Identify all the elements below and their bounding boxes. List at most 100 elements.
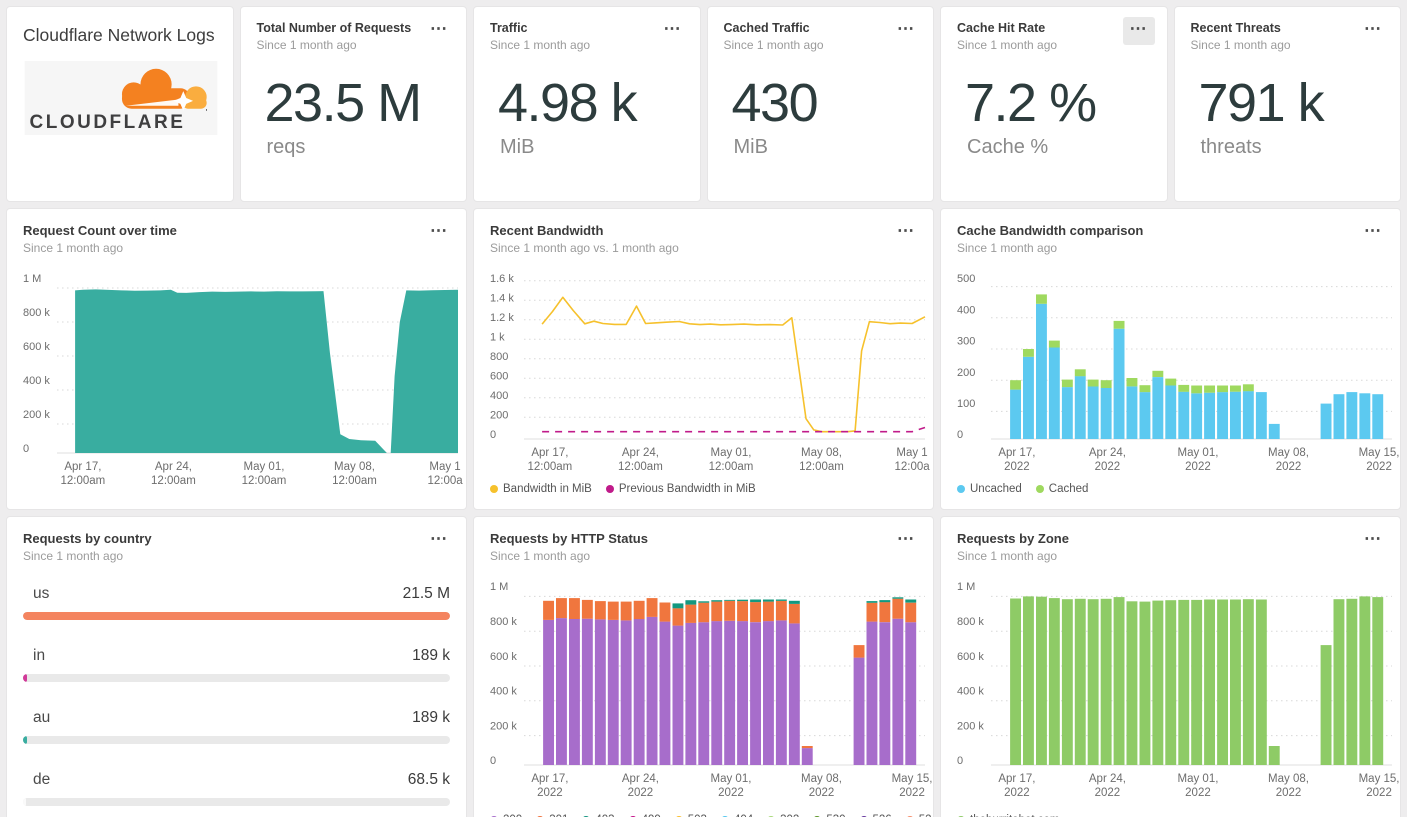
legend-item[interactable]: Bandwidth in MiB (490, 483, 592, 495)
panel-subtitle: Since 1 month ago (957, 549, 1058, 563)
stat-card-recent-threats: Recent Threats Since 1 month ago ⋯ 791 k… (1173, 6, 1401, 202)
svg-text:0: 0 (957, 755, 963, 767)
svg-text:400 k: 400 k (23, 375, 50, 387)
panel-requests-by-country: Requests by country Since 1 month ago ⋯ … (6, 516, 467, 817)
country-label: au (33, 709, 51, 726)
country-bar-track (23, 674, 450, 682)
svg-text:600 k: 600 k (23, 341, 50, 353)
svg-text:May 1: May 1 (429, 461, 460, 473)
legend-dot-icon (1035, 485, 1044, 493)
country-row[interactable]: au 189 k (23, 709, 450, 744)
card-subtitle: Since 1 month ago (957, 38, 1058, 52)
card-menu-button[interactable]: ⋯ (663, 19, 682, 38)
svg-text:2022: 2022 (1185, 461, 1211, 473)
card-menu-button[interactable]: ⋯ (430, 19, 448, 38)
svg-text:Apr 24,: Apr 24, (622, 447, 659, 459)
svg-text:200: 200 (490, 410, 508, 422)
svg-text:May 01,: May 01, (711, 773, 752, 785)
panel-subtitle: Since 1 month ago (490, 549, 591, 563)
legend-label: 200 (503, 814, 522, 817)
svg-text:800 k: 800 k (23, 307, 50, 319)
legend-label: 403 (595, 814, 614, 817)
svg-text:2022: 2022 (1004, 787, 1030, 799)
stat-row: Cloudflare Network Logs CLOUDFLARE ' (6, 6, 1401, 202)
svg-text:2022: 2022 (537, 787, 563, 799)
legend-item[interactable]: Previous Bandwidth in MiB (605, 483, 756, 495)
stat-value: 791 k (1198, 73, 1325, 133)
panel-menu-button[interactable]: ⋯ (1364, 529, 1382, 548)
legend-label: 524 (919, 814, 933, 817)
svg-text:May 08,: May 08, (1268, 447, 1309, 459)
stat-value: 23.5 M (264, 73, 423, 133)
panel-menu-button[interactable]: ⋯ (1364, 221, 1382, 240)
panel-cache-bandwidth: Cache Bandwidth comparison Since 1 month… (940, 208, 1401, 510)
panel-menu-button[interactable]: ⋯ (897, 529, 915, 548)
cache-bandwidth-chart[interactable]: 500 400 300 200 100 0 Apr 17, 2022 Apr 24, 2022 Ma… (957, 265, 1400, 475)
svg-text:12:00am: 12:00am (60, 475, 105, 487)
svg-text:600: 600 (490, 371, 508, 383)
svg-text:2022: 2022 (809, 787, 835, 799)
country-bar-track (23, 736, 450, 744)
panel-title: Requests by country (23, 531, 152, 546)
svg-text:1.6 k: 1.6 k (490, 273, 514, 285)
svg-text:12:00am: 12:00am (242, 475, 287, 487)
chart-row-2: Requests by country Since 1 month ago ⋯ … (6, 516, 1401, 817)
stat-unit: reqs (266, 136, 306, 158)
country-bar-fill (23, 798, 26, 806)
card-title: Recent Threats (1190, 21, 1281, 35)
panel-title: Requests by Zone (957, 531, 1069, 546)
country-row[interactable]: us 21.5 M (23, 585, 450, 620)
svg-text:May 08,: May 08, (334, 461, 375, 473)
country-value: 21.5 M (402, 585, 450, 602)
legend-item[interactable]: Cached (1035, 483, 1088, 495)
panel-menu-button[interactable]: ⋯ (430, 221, 448, 240)
dashboard-title: Cloudflare Network Logs (23, 25, 215, 45)
panel-title: Requests by HTTP Status (490, 531, 648, 546)
svg-text:1 M: 1 M (23, 273, 41, 285)
svg-text:May 1: May 1 (896, 447, 927, 459)
country-row[interactable]: de 68.5 k (23, 771, 450, 806)
svg-text:2022: 2022 (628, 787, 654, 799)
panel-menu-button[interactable]: ⋯ (897, 221, 915, 240)
card-menu-button[interactable]: ⋯ (1364, 19, 1382, 38)
legend-dot-icon (957, 485, 965, 493)
panel-subtitle: Since 1 month ago (957, 241, 1058, 255)
country-bar-track (23, 798, 450, 806)
card-subtitle: Since 1 month ago (1190, 38, 1291, 52)
svg-text:2022: 2022 (1095, 461, 1121, 473)
svg-text:Apr 17,: Apr 17, (531, 447, 568, 459)
svg-text:2022: 2022 (1276, 461, 1302, 473)
panel-requests-by-http-status: Requests by HTTP Status Since 1 month ag… (473, 516, 934, 817)
svg-text:400 k: 400 k (957, 686, 984, 698)
svg-text:May 15,: May 15, (892, 773, 933, 785)
request-count-chart[interactable]: 1 M 800 k 600 k 400 k 200 k 0 Apr 17, 12:00am Ap… (23, 265, 463, 489)
svg-text:1.4 k: 1.4 k (490, 293, 514, 305)
legend-label: theburritobot.com (970, 814, 1060, 817)
country-bar-fill (23, 736, 28, 744)
cloudflare-trademark: ' (206, 108, 208, 118)
country-row[interactable]: in 189 k (23, 647, 450, 682)
svg-text:May 01,: May 01, (1178, 447, 1219, 459)
panel-menu-button[interactable]: ⋯ (430, 529, 448, 548)
card-subtitle: Since 1 month ago (256, 38, 357, 52)
svg-text:200 k: 200 k (957, 720, 984, 732)
stat-card-traffic: Traffic Since 1 month ago ⋯ 4.98 k MiB (473, 6, 701, 202)
card-title: Cached Traffic (723, 21, 810, 35)
card-menu-button[interactable]: ⋯ (1122, 17, 1155, 45)
svg-text:800: 800 (490, 351, 508, 363)
svg-text:12:00am: 12:00am (332, 475, 377, 487)
card-menu-button[interactable]: ⋯ (897, 19, 915, 38)
panel-subtitle: Since 1 month ago vs. 1 month ago (490, 241, 679, 255)
svg-text:100: 100 (957, 398, 975, 410)
country-label: in (33, 647, 46, 664)
panel-subtitle: Since 1 month ago (23, 241, 124, 255)
legend-item[interactable]: Uncached (957, 483, 1022, 495)
card-title: Total Number of Requests (256, 21, 412, 35)
country-value: 68.5 k (407, 771, 450, 788)
svg-text:12:00am: 12:00am (151, 475, 196, 487)
cloudflare-cloud-icon (121, 69, 207, 112)
svg-text:May 15,: May 15, (1359, 447, 1400, 459)
zone-chart[interactable]: 1 M 800 k 600 k 400 k 200 k 0 Apr 17, 2022 Apr 2… (957, 573, 1400, 801)
http-status-chart[interactable]: 1 M 800 k 600 k 400 k 200 k 0 Apr 17, 2022 Apr 2… (490, 573, 933, 801)
recent-bandwidth-chart[interactable]: 1.6 k 1.4 k 1.2 k 1 k 800 600 400 200 0 Apr 17, 12… (490, 265, 930, 475)
